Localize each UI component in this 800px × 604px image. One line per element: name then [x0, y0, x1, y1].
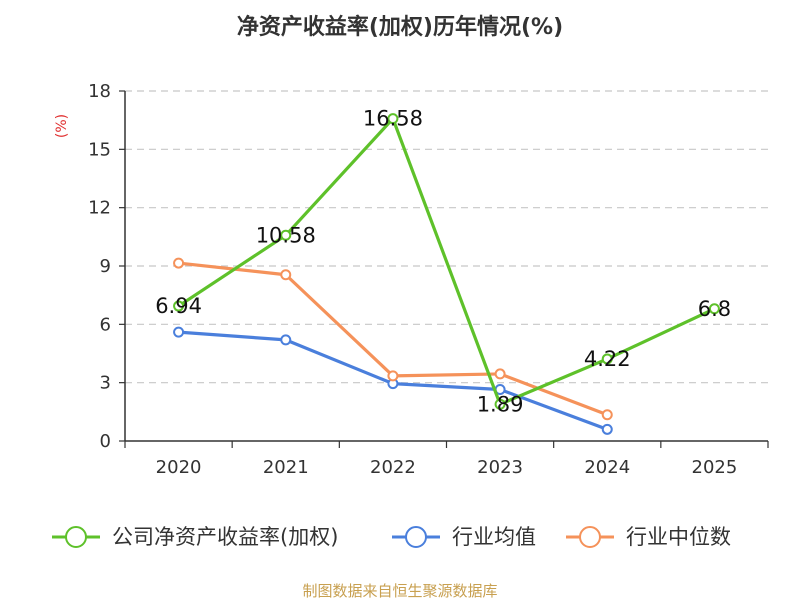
- data-point[interactable]: [387, 370, 399, 382]
- series-0: [173, 113, 720, 410]
- data-point[interactable]: [280, 229, 292, 241]
- y-tick-label: 0: [100, 431, 111, 452]
- y-axis-label: (%): [54, 114, 70, 138]
- series-layer: [173, 113, 720, 435]
- x-tick-label: 2023: [477, 457, 523, 478]
- legend-marker: [65, 526, 87, 548]
- data-point[interactable]: [601, 409, 613, 421]
- legend-label: 行业均值: [452, 525, 536, 549]
- legend: 公司净资产收益率(加权) 行业均值 行业中位数: [52, 525, 731, 549]
- axes: 0 3 6 9 12 15 18 2020 2021 2022 2023 2024 2025: [88, 81, 769, 478]
- data-labels: 6.94 10.58 16.58 1.89 4.22 6.8: [155, 107, 731, 417]
- data-point[interactable]: [173, 300, 185, 312]
- legend-marker: [405, 526, 427, 548]
- legend-label: 行业中位数: [626, 525, 731, 549]
- series-line: [177, 117, 716, 406]
- data-point[interactable]: [280, 334, 292, 346]
- data-point[interactable]: [708, 303, 720, 315]
- x-tick-label: 2025: [692, 457, 738, 478]
- x-tick-label: 2020: [156, 457, 202, 478]
- data-point[interactable]: [387, 113, 399, 125]
- data-point[interactable]: [601, 353, 613, 365]
- data-point[interactable]: [173, 257, 185, 269]
- data-point[interactable]: [280, 269, 292, 281]
- source-note: 制图数据来自恒生聚源数据库: [302, 582, 497, 600]
- series-2: [173, 257, 613, 421]
- y-tick-label: 12: [88, 198, 111, 219]
- legend-marker: [579, 526, 601, 548]
- data-label: 16.58: [363, 107, 423, 131]
- y-tick-label: 6: [100, 314, 111, 335]
- data-label: 6.8: [698, 297, 731, 321]
- legend-item[interactable]: 行业均值: [392, 525, 536, 549]
- y-tick-label: 18: [88, 81, 111, 102]
- x-tick-label: 2024: [584, 457, 630, 478]
- x-tick-label: 2022: [370, 457, 416, 478]
- y-tick-label: 3: [100, 373, 111, 394]
- legend-item[interactable]: 行业中位数: [566, 525, 731, 549]
- grid-lines: [125, 90, 768, 384]
- data-label: 4.22: [584, 347, 631, 371]
- series-1: [173, 326, 613, 435]
- data-point[interactable]: [601, 423, 613, 435]
- data-label: 10.58: [256, 223, 316, 247]
- y-tick-label: 9: [100, 256, 111, 277]
- legend-label: 公司净资产收益率(加权): [112, 525, 338, 549]
- data-label: 1.89: [477, 392, 524, 416]
- chart-title: 净资产收益率(加权)历年情况(%): [237, 14, 563, 40]
- data-point[interactable]: [173, 326, 185, 338]
- data-point[interactable]: [494, 368, 506, 380]
- x-tick-label: 2021: [263, 457, 309, 478]
- y-tick-label: 15: [88, 139, 111, 160]
- data-point[interactable]: [494, 398, 506, 410]
- data-label: 6.94: [155, 294, 202, 318]
- legend-item[interactable]: 公司净资产收益率(加权): [52, 525, 338, 549]
- series-line: [178, 261, 608, 417]
